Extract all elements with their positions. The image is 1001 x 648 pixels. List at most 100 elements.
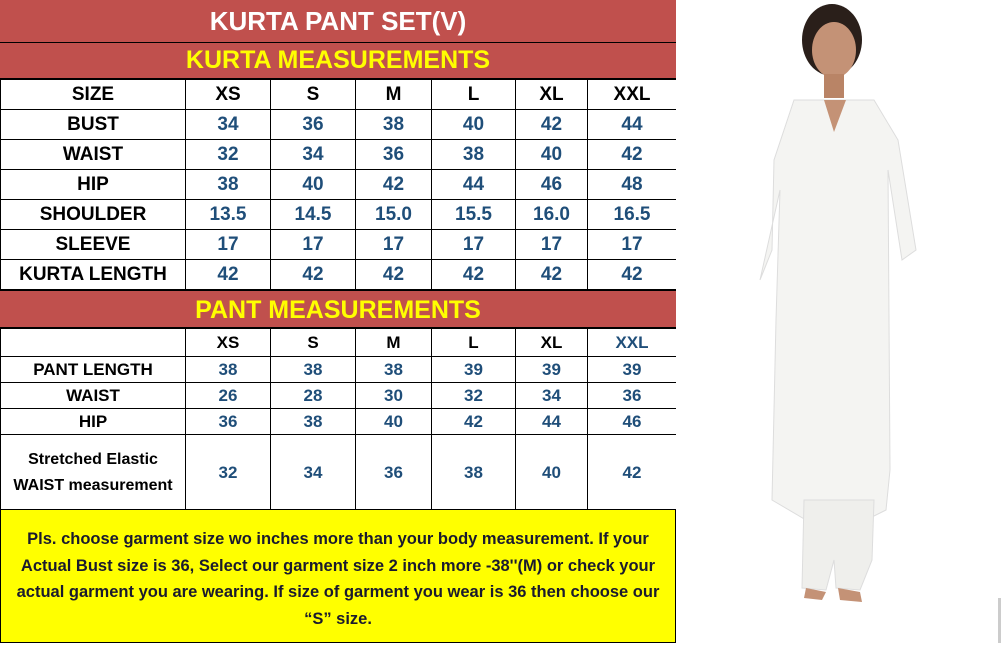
pant-heading: PANT MEASUREMENTS: [0, 290, 676, 328]
size-header: L: [431, 328, 516, 357]
cell-value: 46: [515, 169, 588, 200]
table-row: SLEEVE 17 17 17 17 17 17: [0, 229, 677, 260]
cell-value: 38: [185, 169, 271, 200]
cell-value: 32: [185, 434, 271, 512]
table-row: WAIST 32 34 36 38 40 42: [0, 139, 677, 170]
cell-value: 42: [270, 259, 356, 290]
cell-value: 44: [587, 109, 677, 140]
size-label: SIZE: [0, 79, 186, 110]
size-header: M: [355, 328, 432, 357]
size-header: XXL: [587, 328, 677, 357]
cell-value: 40: [515, 139, 588, 170]
cell-value: 17: [270, 229, 356, 260]
cell-value: 40: [431, 109, 516, 140]
size-header: S: [270, 79, 356, 110]
cell-value: 38: [431, 139, 516, 170]
kurta: [759, 99, 917, 521]
row-label: KURTA LENGTH: [0, 259, 186, 290]
cell-value: 26: [185, 382, 271, 409]
size-header: XL: [515, 328, 588, 357]
cell-value: 44: [515, 408, 588, 435]
size-header-row: SIZE XS S M L XL XXL: [0, 79, 677, 110]
cell-value: 40: [515, 434, 588, 512]
cell-value: 38: [270, 356, 356, 383]
cell-value: 32: [431, 382, 516, 409]
cell-value: 16.0: [515, 199, 588, 230]
row-label: WAIST: [0, 382, 186, 409]
cell-value: 42: [587, 259, 677, 290]
cell-value: 42: [515, 259, 588, 290]
row-label: PANT LENGTH: [0, 356, 186, 383]
cell-value: 17: [355, 229, 432, 260]
cell-value: 13.5: [185, 199, 271, 230]
cell-value: 36: [355, 139, 432, 170]
cell-value: 36: [185, 408, 271, 435]
cell-value: 40: [355, 408, 432, 435]
cell-value: 36: [270, 109, 356, 140]
pant-table: XS S M L XL XXL PANT LENGTH 38 38 38 39 39 39 WAIST 26…: [0, 328, 677, 512]
cell-value: 36: [587, 382, 677, 409]
cell-value: 14.5: [270, 199, 356, 230]
row-label: SLEEVE: [0, 229, 186, 260]
cell-value: 39: [587, 356, 677, 383]
cell-value: 34: [270, 434, 356, 512]
size-header: XL: [515, 79, 588, 110]
size-header: L: [431, 79, 516, 110]
cell-value: 17: [515, 229, 588, 260]
cell-value: 34: [185, 109, 271, 140]
table-row: SHOULDER 13.5 14.5 15.0 15.5 16.0 16.5: [0, 199, 677, 230]
cell-value: 48: [587, 169, 677, 200]
size-header: XXL: [587, 79, 677, 110]
row-label: BUST: [0, 109, 186, 140]
cell-value: 38: [431, 434, 516, 512]
cell-value: 39: [431, 356, 516, 383]
cell-value: 40: [270, 169, 356, 200]
empty-cell: [0, 328, 186, 357]
cell-value: 46: [587, 408, 677, 435]
cell-value: 30: [355, 382, 432, 409]
cell-value: 17: [185, 229, 271, 260]
size-header: XS: [185, 328, 271, 357]
size-header-row: XS S M L XL XXL: [0, 328, 677, 357]
cell-value: 17: [587, 229, 677, 260]
cell-value: 34: [515, 382, 588, 409]
cell-value: 38: [355, 356, 432, 383]
sizing-note: Pls. choose garment size wo inches more …: [0, 509, 676, 643]
cell-value: 42: [587, 434, 677, 512]
cell-value: 42: [431, 259, 516, 290]
table-row: KURTA LENGTH 42 42 42 42 42 42: [0, 259, 677, 290]
table-row: HIP 38 40 42 44 46 48: [0, 169, 677, 200]
row-label: HIP: [0, 408, 186, 435]
table-row: PANT LENGTH 38 38 38 39 39 39: [0, 356, 677, 383]
cell-value: 38: [270, 408, 356, 435]
size-header: S: [270, 328, 356, 357]
table-row: Stretched Elastic WAIST measurement 32 34 3…: [0, 434, 677, 512]
cell-value: 38: [185, 356, 271, 383]
table-row: HIP 36 38 40 42 44 46: [0, 408, 677, 435]
cell-value: 42: [355, 259, 432, 290]
chart-title: KURTA PANT SET(V): [0, 0, 676, 43]
cell-value: 34: [270, 139, 356, 170]
row-label: HIP: [0, 169, 186, 200]
cell-value: 28: [270, 382, 356, 409]
kurta-heading: KURTA MEASUREMENTS: [0, 43, 676, 79]
cell-value: 32: [185, 139, 271, 170]
cell-value: 42: [185, 259, 271, 290]
row-label: Stretched Elastic WAIST measurement: [0, 434, 186, 512]
row-label: WAIST: [0, 139, 186, 170]
cell-value: 16.5: [587, 199, 677, 230]
face: [812, 22, 856, 78]
cell-value: 38: [355, 109, 432, 140]
cell-value: 42: [355, 169, 432, 200]
cell-value: 42: [515, 109, 588, 140]
table-row: BUST 34 36 38 40 42 44: [0, 109, 677, 140]
cell-value: 39: [515, 356, 588, 383]
table-row: WAIST 26 28 30 32 34 36: [0, 382, 677, 409]
cell-value: 36: [355, 434, 432, 512]
cell-value: 17: [431, 229, 516, 260]
size-chart: KURTA PANT SET(V) KURTA MEASUREMENTS SIZ…: [0, 0, 677, 643]
size-header: M: [355, 79, 432, 110]
cell-value: 15.0: [355, 199, 432, 230]
pant: [801, 499, 875, 591]
size-header: XS: [185, 79, 271, 110]
